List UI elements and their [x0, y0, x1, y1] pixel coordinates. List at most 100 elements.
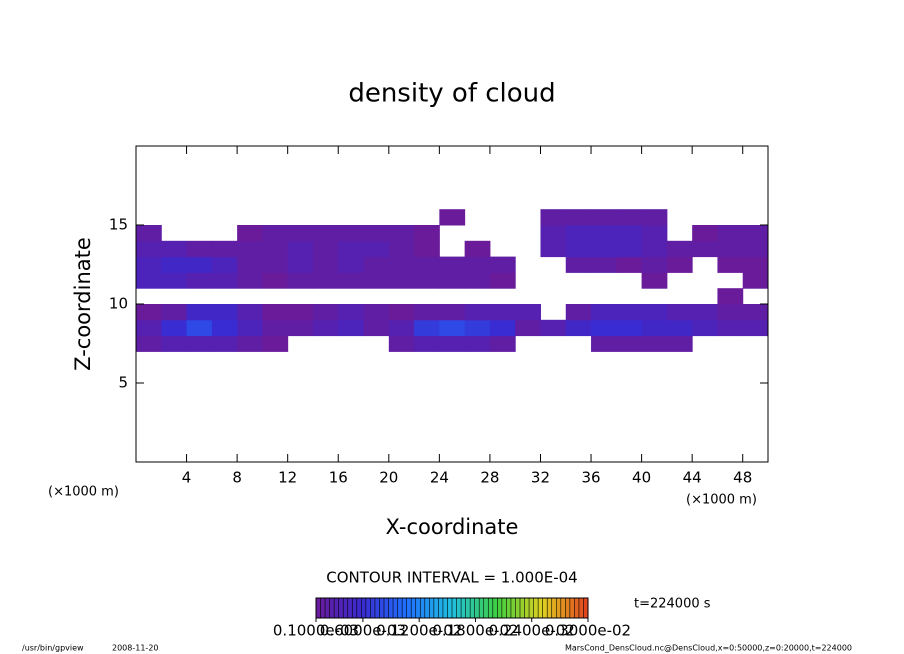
colorbar-segment: [447, 598, 453, 618]
density-cell: [666, 256, 693, 273]
density-cell: [414, 319, 440, 337]
density-cell: [161, 240, 188, 258]
density-cell: [742, 319, 769, 337]
density-cell: [262, 335, 289, 352]
density-cell: [666, 319, 693, 337]
colorbar-segment: [569, 598, 575, 618]
density-cell: [211, 335, 238, 352]
colorbar-segment: [470, 598, 475, 618]
colorbar-segment: [393, 598, 398, 618]
colorbar-segment: [510, 598, 516, 618]
colorbar-segment: [542, 598, 548, 618]
density-cell: [489, 304, 516, 321]
colorbar-tick-label: 0.6000e-03: [320, 622, 406, 640]
colorbar-tick-label: 0.2400e-02: [489, 622, 575, 640]
density-cell: [136, 256, 162, 273]
density-cell: [717, 240, 744, 258]
density-cell: [489, 335, 516, 352]
density-cell: [262, 272, 289, 289]
colorbar-segment: [325, 598, 330, 618]
density-cell: [591, 335, 617, 352]
colorbar-segment: [347, 598, 353, 618]
x-tick-label: 12: [278, 469, 297, 487]
density-cell: [363, 225, 390, 242]
density-cell: [616, 319, 643, 337]
density-cell: [338, 304, 365, 321]
colorbar-segment: [438, 598, 444, 618]
colorbar-tick-label: 0.1200e-02: [376, 622, 462, 640]
density-cell: [591, 209, 617, 226]
x-tick-label: 36: [581, 469, 600, 487]
density-cell: [287, 304, 314, 321]
colorbar-segment: [415, 598, 421, 618]
colorbar-segment: [429, 598, 435, 618]
density-cell: [540, 209, 567, 226]
density-cell: [565, 319, 592, 337]
density-cell: [616, 209, 643, 226]
colorbar-segment: [497, 598, 503, 618]
colorbar-segment: [583, 598, 589, 618]
colorbar-segment: [456, 598, 462, 618]
colorbar-frame: [315, 597, 589, 619]
density-cell: [565, 240, 592, 258]
density-cell: [717, 288, 744, 305]
density-cell: [363, 319, 390, 337]
colorbar-segment: [402, 598, 407, 618]
density-cell: [591, 240, 617, 258]
contour-interval: CONTOUR INTERVAL = 1.000E-04: [326, 569, 577, 587]
density-cell: [515, 319, 541, 337]
density-cell: [136, 272, 162, 289]
density-cell: [186, 304, 213, 321]
density-cell: [666, 335, 693, 352]
density-cell: [515, 304, 541, 321]
x-tick-label: 24: [430, 469, 449, 487]
density-cell: [237, 304, 263, 321]
density-cell: [439, 319, 466, 337]
density-cell: [666, 304, 693, 321]
time-label: t=224000 s: [634, 597, 711, 612]
density-cell: [666, 240, 693, 258]
density-cell: [388, 225, 415, 242]
density-cell: [439, 209, 466, 226]
colorbar-segment: [501, 598, 507, 618]
colorbar-segment: [420, 598, 426, 618]
density-cell: [742, 256, 769, 273]
density-cell: [312, 225, 339, 242]
x-tick-label: 28: [480, 469, 499, 487]
y-tick-label: 5: [118, 374, 128, 392]
colorbar-segment: [551, 598, 557, 618]
colorbar-segment: [461, 598, 466, 618]
density-cell: [287, 319, 314, 337]
density-cell: [464, 304, 491, 321]
density-cell: [464, 240, 491, 258]
density-cell: [338, 240, 365, 258]
density-cell: [136, 335, 162, 352]
density-cell: [641, 319, 668, 337]
source: MarsCond_DensCloud.nc@DensCloud,x=0:5000…: [565, 644, 852, 653]
density-cell: [136, 304, 162, 321]
colorbar-segment: [529, 598, 534, 618]
colorbar-segment: [352, 598, 358, 618]
density-cell: [540, 240, 567, 258]
y-axis-label: Z-coordinate: [71, 237, 95, 371]
density-cell: [388, 240, 415, 258]
colorbar-segment: [556, 598, 562, 618]
density-cell: [388, 319, 415, 337]
density-cell: [692, 240, 718, 258]
density-cell: [742, 240, 769, 258]
colorbar-tick-label: 0.1000e-03: [273, 622, 359, 640]
colorbar-segment: [379, 598, 385, 618]
density-cell: [287, 256, 314, 273]
colorbar-tick-label: 0.1800e-02: [432, 622, 518, 640]
density-cell: [161, 256, 188, 273]
density-cell: [439, 256, 466, 273]
density-cell: [717, 256, 744, 273]
density-cell: [717, 225, 744, 242]
density-cell: [136, 225, 162, 242]
density-cell: [237, 272, 263, 289]
density-cell: [312, 240, 339, 258]
colorbar-segment: [329, 598, 335, 618]
x-unit: (×1000 m): [686, 493, 757, 508]
density-cell: [312, 304, 339, 321]
density-cell: [287, 225, 314, 242]
